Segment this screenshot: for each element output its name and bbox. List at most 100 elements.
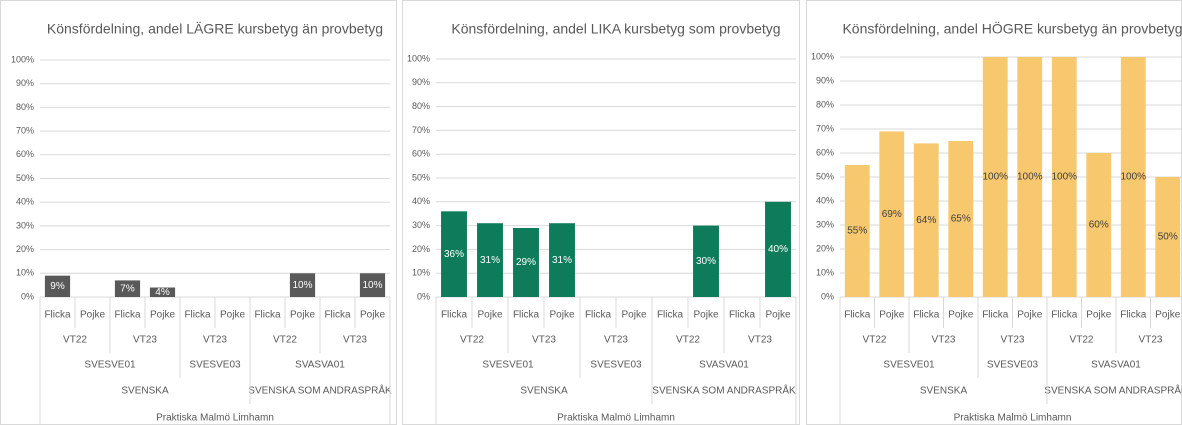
- group-label: VT22: [863, 335, 887, 346]
- x-tick-label: Flicka: [513, 310, 540, 321]
- y-tick-label: 80%: [816, 99, 834, 109]
- group-label: VT23: [343, 335, 367, 346]
- x-tick-label: Flicka: [44, 310, 71, 321]
- y-tick-label: 100%: [11, 54, 34, 64]
- data-label: 9%: [50, 281, 65, 292]
- bar: [549, 223, 575, 297]
- chart-title: Könsfördelning, andel LÄGRE kursbetyg än…: [47, 21, 383, 37]
- x-tick-label: Pojke: [549, 310, 574, 321]
- y-tick-label: 50%: [16, 173, 34, 183]
- data-label: 55%: [847, 226, 867, 237]
- group-label: SVENSKA SOM ANDRASPRÅK: [652, 384, 796, 397]
- bar: [982, 57, 1008, 297]
- x-tick-label: Pojke: [477, 310, 502, 321]
- group-label: VT22: [460, 335, 484, 346]
- bar: [441, 211, 467, 297]
- x-tick-label: Pojke: [360, 310, 385, 321]
- x-tick-label: Flicka: [913, 310, 940, 321]
- bar: [913, 143, 939, 297]
- x-tick-label: Pojke: [1017, 310, 1042, 321]
- y-tick-label: 40%: [16, 197, 34, 207]
- group-label: SVENSKA: [920, 386, 968, 397]
- group-label: Praktiska Malmö Limhamn: [156, 413, 274, 424]
- group-label: VT23: [532, 335, 556, 346]
- group-label: VT22: [676, 335, 700, 346]
- x-tick-label: Flicka: [982, 310, 1009, 321]
- data-label: 65%: [951, 214, 971, 225]
- x-tick-label: Pojke: [948, 310, 973, 321]
- data-label: 31%: [552, 255, 572, 266]
- y-tick-label: 40%: [412, 196, 430, 206]
- group-label: Praktiska Malmö Limhamn: [954, 413, 1072, 424]
- group-label: SVENSKA SOM ANDRASPRÅK: [248, 384, 392, 397]
- x-tick-label: Flicka: [657, 310, 684, 321]
- x-tick-label: Flicka: [254, 310, 281, 321]
- group-label: SVENSKA: [121, 386, 169, 397]
- group-label: Praktiska Malmö Limhamn: [557, 413, 675, 424]
- y-tick-label: 50%: [816, 171, 834, 181]
- data-label: 100%: [1051, 172, 1077, 183]
- group-label: VT22: [63, 335, 87, 346]
- data-label: 100%: [1017, 172, 1043, 183]
- group-label: SVESVE03: [189, 360, 241, 371]
- chart: Könsfördelning, andel LIKA kursbetyg som…: [402, 0, 800, 425]
- y-tick-label: 60%: [816, 147, 834, 157]
- y-tick-label: 90%: [16, 78, 34, 88]
- bar: [1017, 57, 1043, 297]
- y-tick-label: 20%: [16, 244, 34, 254]
- y-tick-label: 40%: [816, 195, 834, 205]
- group-label: VT23: [1139, 335, 1163, 346]
- y-tick-label: 10%: [16, 268, 34, 278]
- y-tick-label: 60%: [16, 149, 34, 159]
- y-tick-label: 30%: [412, 220, 430, 230]
- group-label: SVESVE01: [84, 360, 136, 371]
- group-label: SVENSKA: [520, 386, 568, 397]
- y-tick-label: 70%: [16, 125, 34, 135]
- bar: [1155, 177, 1181, 297]
- bar: [114, 280, 141, 297]
- bar: [1051, 57, 1077, 297]
- bar: [513, 227, 539, 297]
- bar: [765, 201, 791, 297]
- x-tick-label: Pojke: [1086, 310, 1111, 321]
- y-tick-label: 20%: [412, 244, 430, 254]
- data-label: 30%: [696, 256, 716, 267]
- x-tick-label: Pojke: [621, 310, 646, 321]
- data-label: 100%: [982, 172, 1008, 183]
- y-tick-label: 90%: [412, 77, 430, 87]
- group-label: VT23: [1001, 335, 1025, 346]
- group-label: SVESVE01: [883, 360, 935, 371]
- group-label: VT22: [1070, 335, 1094, 346]
- chart-title: Könsfördelning, andel LIKA kursbetyg som…: [451, 21, 780, 37]
- bar: [1120, 57, 1146, 297]
- group-label: SVENSKA SOM ANDRASPRÅK: [1044, 384, 1182, 397]
- group-label: SVESVE03: [590, 360, 642, 371]
- group-label: SVESVE01: [482, 360, 534, 371]
- bar: [289, 273, 316, 297]
- bar: [948, 141, 974, 297]
- group-label: VT22: [273, 335, 297, 346]
- x-tick-label: Flicka: [1051, 310, 1078, 321]
- x-tick-label: Flicka: [114, 310, 141, 321]
- group-label: SVASVA01: [295, 360, 345, 371]
- group-label: VT23: [932, 335, 956, 346]
- x-tick-label: Flicka: [441, 310, 468, 321]
- y-tick-label: 50%: [412, 172, 430, 182]
- bar: [359, 273, 386, 297]
- data-label: 7%: [120, 283, 135, 294]
- data-label: 29%: [516, 257, 536, 268]
- bar: [477, 223, 503, 297]
- y-tick-label: 10%: [412, 268, 430, 278]
- x-tick-label: Flicka: [1120, 310, 1147, 321]
- x-tick-label: Flicka: [184, 310, 211, 321]
- chart-title: Könsfördelning, andel HÖGRE kursbetyg än…: [842, 20, 1182, 37]
- group-label: VT23: [748, 335, 772, 346]
- bar: [1086, 153, 1112, 297]
- y-tick-label: 70%: [412, 125, 430, 135]
- bar: [44, 275, 71, 297]
- y-tick-label: 20%: [816, 243, 834, 253]
- y-tick-label: 100%: [407, 53, 430, 63]
- x-tick-label: Pojke: [879, 310, 904, 321]
- data-label: 60%: [1089, 220, 1109, 231]
